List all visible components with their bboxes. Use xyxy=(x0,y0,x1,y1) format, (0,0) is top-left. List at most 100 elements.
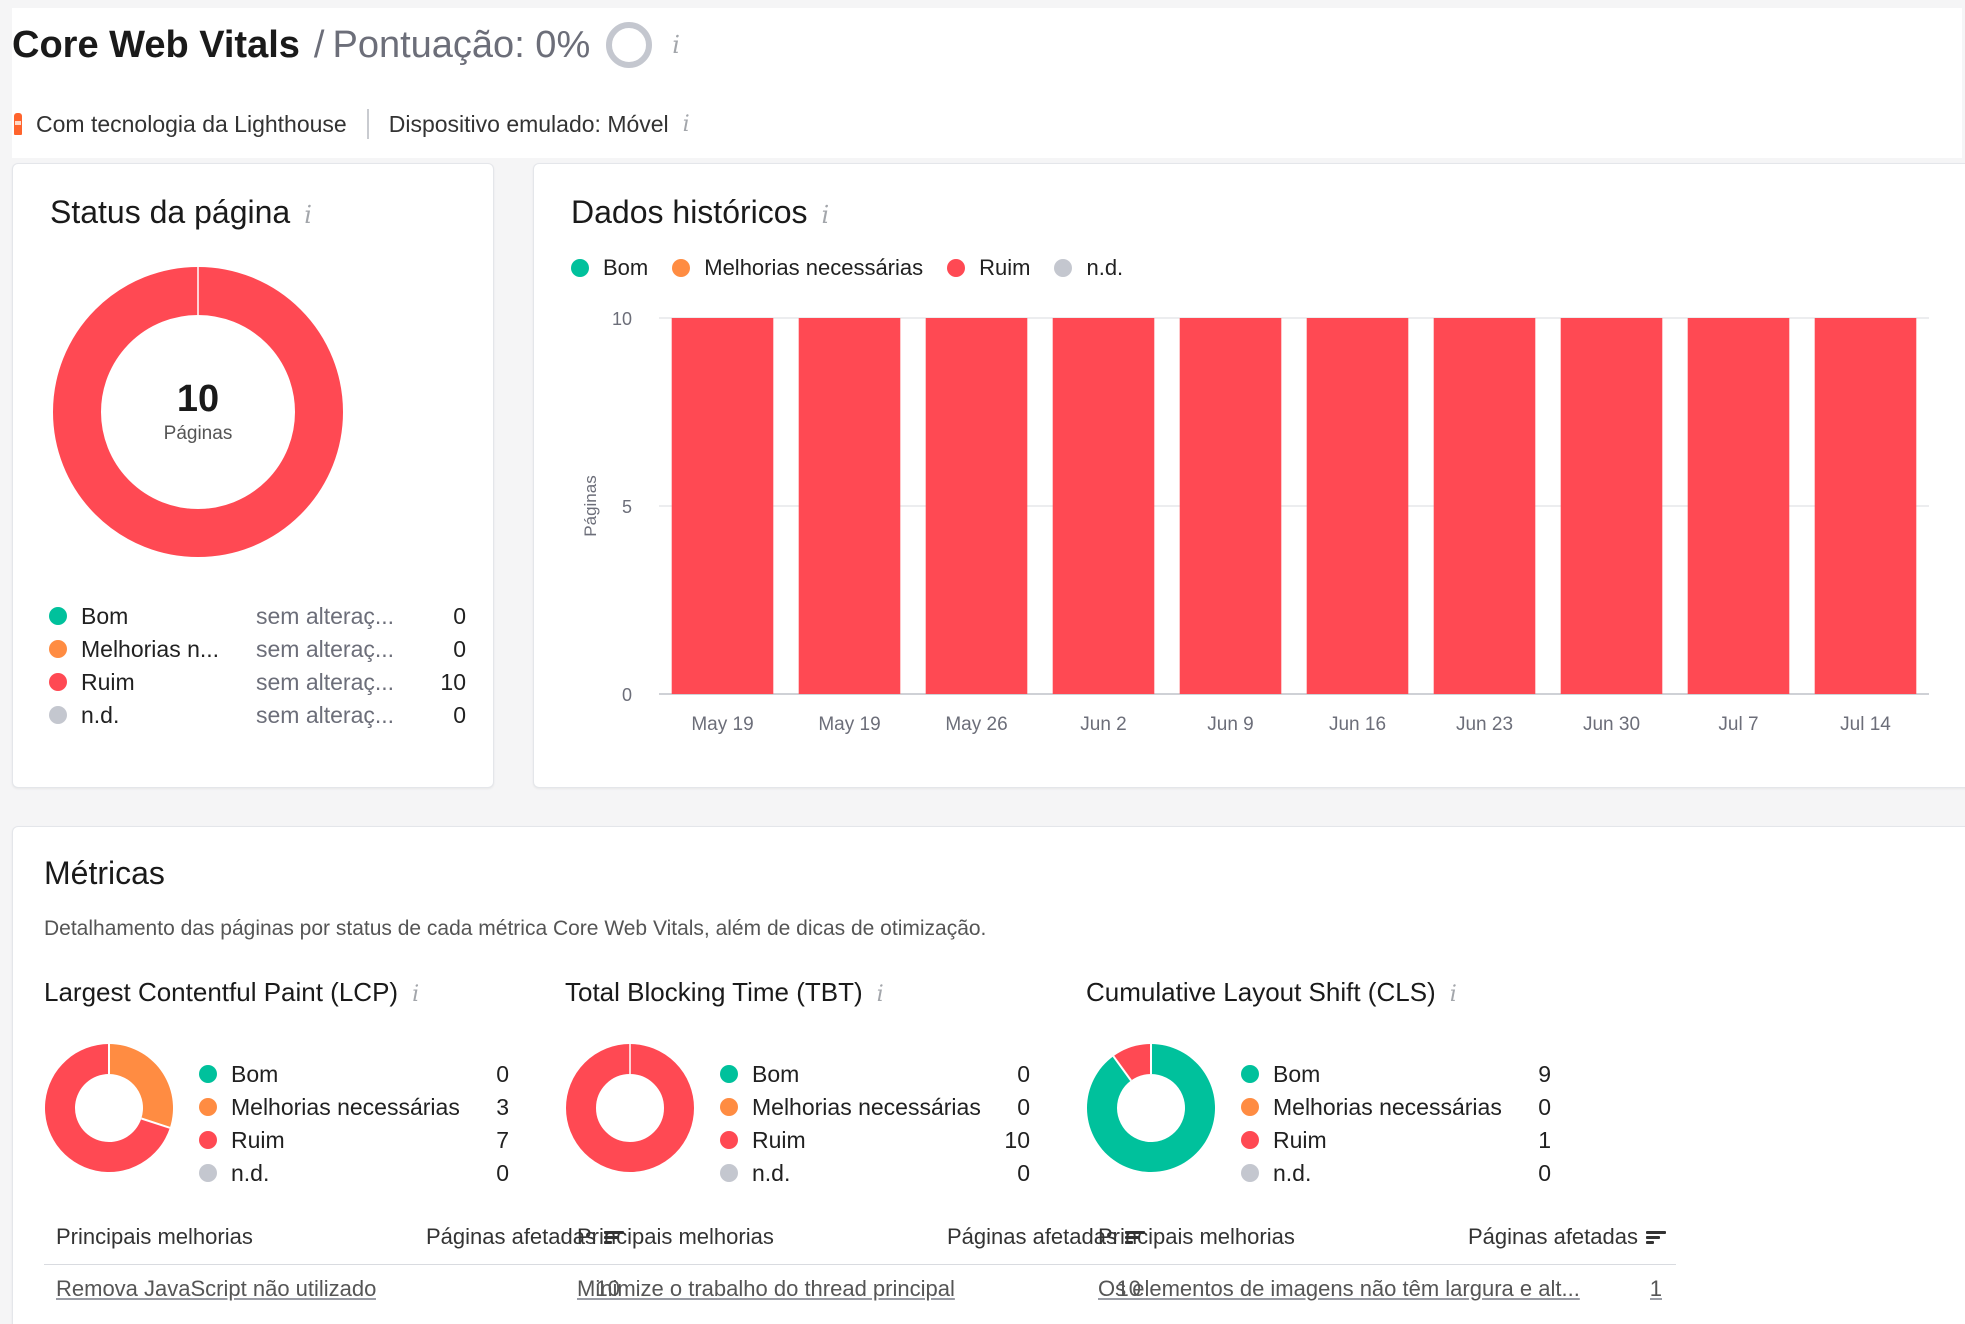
status-row-poor[interactable]: Ruim sem alteraç... 10 xyxy=(49,667,469,697)
x-tick-label: Jul 14 xyxy=(1840,714,1891,735)
bar xyxy=(1306,318,1409,694)
info-icon[interactable]: i xyxy=(876,982,884,1007)
metric-row-poor[interactable]: Ruim 1 xyxy=(1241,1125,1551,1155)
metric-row-good[interactable]: Bom 0 xyxy=(720,1059,1030,1089)
improvements-header: Principais melhorias Páginas afetadas xyxy=(1086,1209,1676,1265)
improvement-link[interactable]: Remova JavaScript não utilizado xyxy=(56,1276,377,1301)
info-icon[interactable]: i xyxy=(1449,982,1457,1007)
metrics-card: Métricas Detalhamento das páginas por st… xyxy=(12,826,1965,1324)
legend-dot xyxy=(720,1131,738,1149)
metric-row-good[interactable]: Bom 9 xyxy=(1241,1059,1551,1089)
metric-row-needs-improvement[interactable]: Melhorias necessárias 3 xyxy=(199,1092,509,1122)
legend-item-na[interactable]: n.d. xyxy=(1054,255,1123,281)
metric-row-count: 1 xyxy=(1538,1126,1551,1153)
status-change: sem alteraç... xyxy=(256,602,395,629)
metric-row-good[interactable]: Bom 0 xyxy=(199,1059,509,1089)
metric-row-count: 9 xyxy=(1538,1060,1551,1087)
affected-pages-label: Páginas afetadas xyxy=(1467,1223,1638,1249)
metric-cls: Cumulative Layout Shift (CLS) i Bom 9 Melh… xyxy=(1086,977,1686,1324)
metric-donut-chart[interactable] xyxy=(565,1043,695,1173)
legend-dot xyxy=(1241,1098,1259,1116)
status-count: 0 xyxy=(453,602,466,629)
score-ring xyxy=(606,22,653,68)
total-pages-label: Páginas xyxy=(163,423,233,444)
metric-row-na[interactable]: n.d. 0 xyxy=(1241,1158,1551,1188)
legend-label: Ruim xyxy=(979,255,1031,280)
y-tick-label: 5 xyxy=(622,497,632,517)
x-tick-label: Jun 9 xyxy=(1207,714,1253,735)
bar xyxy=(1560,318,1663,694)
legend-dot xyxy=(199,1131,217,1149)
donut-slice xyxy=(109,1044,173,1128)
metric-title-text: Total Blocking Time (TBT) xyxy=(565,977,863,1007)
improvement-link[interactable]: Minimize o trabalho do thread principal xyxy=(577,1276,955,1301)
legend-label: n.d. xyxy=(1086,255,1124,280)
metric-row-label: n.d. xyxy=(1273,1159,1312,1186)
metric-donut-chart[interactable] xyxy=(44,1043,174,1173)
metric-row-label: Ruim xyxy=(752,1126,806,1153)
sort-affected-pages-button[interactable]: Páginas afetadas xyxy=(426,1224,624,1250)
improvement-count[interactable]: 1 xyxy=(1649,1276,1662,1301)
legend-dot xyxy=(720,1065,738,1083)
metric-row-needs-improvement[interactable]: Melhorias necessárias 0 xyxy=(1241,1092,1551,1122)
legend-item-needs-improvement[interactable]: Melhorias necessárias xyxy=(672,255,923,281)
y-axis-label: Páginas xyxy=(581,475,600,536)
bar xyxy=(671,318,774,694)
page-status-card: Status da página i 10 Páginas Bom sem alt… xyxy=(12,163,494,788)
y-tick-label: 0 xyxy=(622,685,632,705)
legend-dot xyxy=(720,1164,738,1182)
status-card-title-text: Status da página xyxy=(50,194,291,230)
metric-row-label: Bom xyxy=(752,1060,800,1087)
improvement-link[interactable]: Os elementos de imagens não têm largura … xyxy=(1098,1276,1580,1301)
legend-item-good[interactable]: Bom xyxy=(571,255,648,281)
x-tick-label: Jun 2 xyxy=(1080,714,1126,735)
metric-row-count: 10 xyxy=(1004,1126,1030,1153)
improvements-header: Principais melhorias Páginas afetadas xyxy=(565,1209,1155,1265)
status-row-needs-improvement[interactable]: Melhorias n... sem alteraç... 0 xyxy=(49,634,469,664)
metric-row-count: 3 xyxy=(496,1093,509,1120)
metric-lcp: Largest Contentful Paint (LCP) i Bom 0 Mel… xyxy=(44,977,644,1324)
improvement-row[interactable]: Remova JavaScript não utilizado 10 xyxy=(44,1271,634,1307)
sort-affected-pages-button[interactable]: Páginas afetadas xyxy=(1468,1224,1666,1250)
status-change: sem alteraç... xyxy=(256,701,395,728)
device-label: Dispositivo emulado: Móvel xyxy=(388,110,669,137)
info-icon[interactable]: i xyxy=(412,982,420,1007)
metric-row-label: n.d. xyxy=(231,1159,270,1186)
status-dot xyxy=(49,607,67,625)
metric-row-na[interactable]: n.d. 0 xyxy=(720,1158,1030,1188)
legend-item-poor[interactable]: Ruim xyxy=(947,255,1030,281)
metric-row-poor[interactable]: Ruim 10 xyxy=(720,1125,1030,1155)
metric-row-needs-improvement[interactable]: Melhorias necessárias 0 xyxy=(720,1092,1030,1122)
total-pages-value: 10 xyxy=(176,378,220,420)
metric-row-poor[interactable]: Ruim 7 xyxy=(199,1125,509,1155)
info-icon[interactable]: i xyxy=(304,201,312,229)
history-card-title: Dados históricos i xyxy=(571,194,829,231)
info-icon[interactable]: i xyxy=(821,201,830,229)
status-count: 0 xyxy=(453,635,466,662)
metric-row-label: Melhorias necessárias xyxy=(1273,1093,1502,1120)
info-icon[interactable]: i xyxy=(682,111,690,137)
status-row-na[interactable]: n.d. sem alteraç... 0 xyxy=(49,700,469,730)
bar xyxy=(1433,318,1536,694)
improvement-row[interactable]: Os elementos de imagens não têm largura … xyxy=(1086,1271,1676,1307)
metric-donut-chart[interactable] xyxy=(1086,1043,1216,1173)
x-tick-label: May 26 xyxy=(945,714,1007,735)
metric-row-count: 0 xyxy=(1538,1093,1551,1120)
metrics-description: Detalhamento das páginas por status de c… xyxy=(44,917,987,940)
donut-slice xyxy=(45,1044,170,1172)
improvements-header-label: Principais melhorias xyxy=(577,1223,774,1249)
status-dot xyxy=(49,640,67,658)
x-tick-label: May 19 xyxy=(818,714,880,735)
status-row-good[interactable]: Bom sem alteraç... 0 xyxy=(49,601,469,631)
info-icon[interactable]: i xyxy=(672,31,680,59)
metric-row-na[interactable]: n.d. 0 xyxy=(199,1158,509,1188)
sort-affected-pages-button[interactable]: Páginas afetadas xyxy=(947,1224,1145,1250)
metric-row-count: 0 xyxy=(1017,1093,1030,1120)
metric-title: Cumulative Layout Shift (CLS) i xyxy=(1086,977,1457,1008)
title-row: Core Web Vitals / Pontuação: 0% i xyxy=(12,20,680,70)
chart-legend: Bom Melhorias necessárias Ruim n.d. xyxy=(571,253,1147,283)
improvement-row[interactable]: Minimize o trabalho do thread principal … xyxy=(565,1271,1155,1307)
metric-row-label: Ruim xyxy=(231,1126,285,1153)
history-bar-chart[interactable]: 0 5 10 Páginas May 19 May 19 May 26 Jun 2 Jun 9 J… xyxy=(534,294,1965,774)
status-donut-chart[interactable] xyxy=(50,264,346,560)
